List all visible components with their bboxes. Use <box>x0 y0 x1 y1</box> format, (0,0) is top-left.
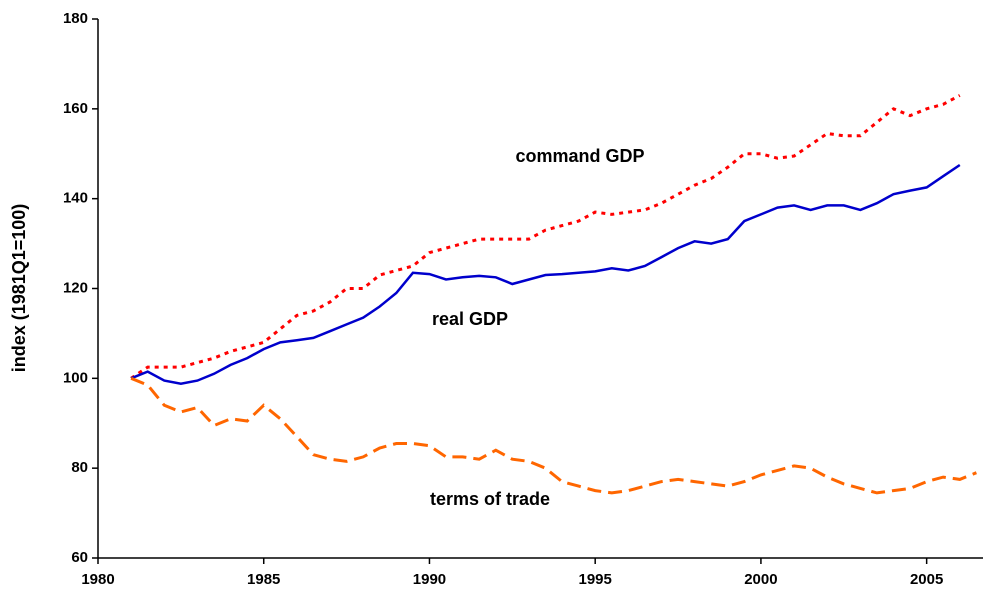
series-label: real GDP <box>432 309 508 329</box>
x-tick-label: 1980 <box>81 571 114 588</box>
series-label: command GDP <box>515 146 644 166</box>
y-tick-label: 80 <box>71 459 88 476</box>
series-line <box>130 163 961 385</box>
y-tick-label: 180 <box>63 10 88 27</box>
y-tick-label: 120 <box>63 279 88 296</box>
y-axis-label: index (1981Q1=100) <box>9 204 29 373</box>
y-tick-label: 160 <box>63 100 88 117</box>
y-tick-label: 100 <box>63 369 88 386</box>
series-line <box>130 376 977 495</box>
x-tick-label: 1990 <box>413 571 446 588</box>
x-tick-label: 2005 <box>910 571 943 588</box>
series-line <box>130 94 961 380</box>
series-label: terms of trade <box>430 489 550 509</box>
y-tick-label: 140 <box>63 190 88 207</box>
x-tick-label: 1995 <box>579 571 612 588</box>
x-tick-label: 1985 <box>247 571 280 588</box>
x-tick-label: 2000 <box>744 571 777 588</box>
y-tick-label: 60 <box>71 549 88 566</box>
